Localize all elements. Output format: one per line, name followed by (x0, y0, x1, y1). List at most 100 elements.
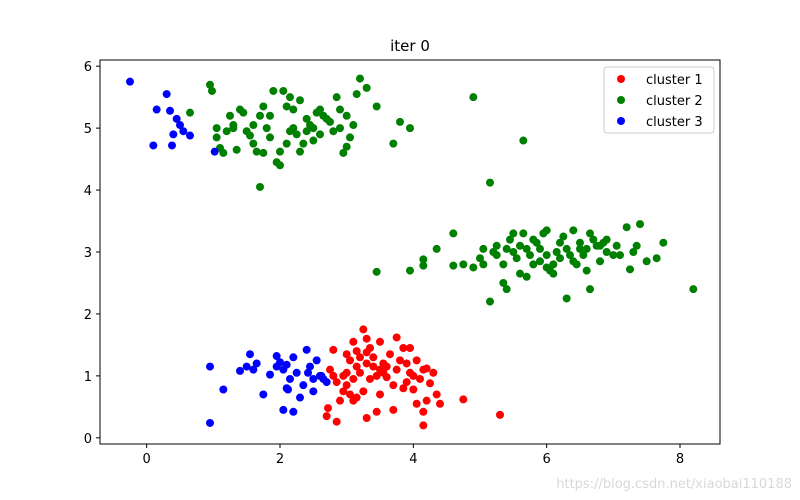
data-point-cluster-2 (222, 127, 231, 136)
data-point-cluster-3 (126, 77, 134, 86)
data-point-cluster-2 (346, 133, 354, 142)
data-point-cluster-2 (612, 241, 621, 250)
data-point-cluster-2 (389, 139, 398, 148)
data-point-cluster-3 (279, 405, 288, 414)
x-tick-label: 2 (276, 452, 284, 467)
x-tick-label: 4 (409, 452, 417, 467)
data-point-cluster-3 (206, 362, 214, 371)
data-point-cluster-1 (349, 337, 358, 346)
data-point-cluster-1 (342, 381, 351, 390)
data-point-cluster-2 (586, 229, 594, 238)
data-point-cluster-3 (309, 374, 318, 383)
data-point-cluster-2 (552, 248, 561, 256)
data-point-cluster-2 (282, 102, 291, 111)
data-point-cluster-2 (659, 238, 668, 247)
data-point-cluster-2 (349, 121, 358, 130)
y-tick-label: 2 (84, 308, 92, 323)
x-tick-label: 8 (676, 452, 684, 467)
data-point-cluster-1 (389, 405, 398, 414)
data-point-cluster-2 (282, 139, 291, 148)
data-point-cluster-3 (312, 356, 321, 365)
data-point-cluster-2 (479, 260, 488, 269)
y-tick-label: 1 (84, 370, 92, 385)
data-point-cluster-2 (296, 147, 304, 156)
data-point-cluster-2 (556, 254, 564, 263)
data-point-cluster-2 (476, 254, 484, 263)
data-point-cluster-1 (342, 350, 351, 359)
data-point-cluster-1 (356, 353, 364, 362)
y-tick-label: 3 (84, 246, 92, 261)
data-point-cluster-1 (362, 359, 371, 368)
data-point-cluster-1 (419, 421, 428, 430)
data-point-cluster-2 (582, 266, 591, 275)
data-point-cluster-1 (359, 387, 368, 396)
data-point-cluster-2 (316, 105, 324, 114)
data-point-cluster-3 (246, 350, 254, 359)
y-tick-label: 5 (84, 122, 92, 137)
data-point-cluster-2 (579, 251, 588, 260)
data-point-cluster-2 (219, 148, 228, 157)
data-point-cluster-3 (179, 127, 188, 136)
data-point-cluster-2 (262, 124, 271, 133)
data-point-cluster-2 (336, 105, 344, 114)
data-point-cluster-2 (206, 80, 214, 89)
data-point-cluster-2 (256, 182, 264, 191)
data-point-cluster-2 (589, 235, 598, 244)
data-point-cluster-2 (406, 124, 414, 133)
data-point-cluster-2 (512, 254, 521, 263)
data-points (126, 74, 698, 430)
data-point-cluster-3 (282, 360, 291, 369)
data-point-cluster-2 (302, 127, 311, 136)
data-point-cluster-2 (249, 139, 258, 148)
data-point-cluster-1 (459, 395, 468, 404)
legend-marker-cluster-3 (617, 117, 625, 125)
data-point-cluster-2 (309, 124, 318, 133)
data-point-cluster-2 (602, 248, 611, 256)
data-point-cluster-1 (399, 344, 408, 352)
data-point-cluster-2 (246, 131, 254, 140)
data-point-cluster-2 (249, 121, 258, 130)
data-point-cluster-2 (566, 251, 574, 260)
data-point-cluster-1 (406, 368, 414, 377)
data-point-cluster-2 (509, 229, 518, 238)
x-tick-label: 0 (143, 452, 151, 467)
data-point-cluster-2 (502, 244, 511, 253)
data-point-cluster-1 (329, 371, 338, 380)
y-tick-label: 4 (84, 184, 92, 199)
data-point-cluster-2 (469, 263, 478, 272)
data-point-cluster-2 (576, 238, 584, 247)
data-point-cluster-2 (516, 269, 524, 278)
data-point-cluster-1 (372, 371, 381, 380)
data-point-cluster-1 (496, 410, 504, 419)
data-point-cluster-1 (392, 365, 401, 374)
data-point-cluster-1 (436, 399, 444, 408)
data-point-cluster-1 (346, 390, 354, 399)
data-point-cluster-2 (256, 111, 264, 120)
data-point-cluster-2 (229, 124, 238, 133)
data-point-cluster-2 (326, 117, 334, 126)
data-point-cluster-2 (339, 148, 348, 157)
data-point-cluster-2 (212, 124, 221, 133)
data-point-cluster-2 (519, 136, 528, 145)
data-point-cluster-3 (236, 366, 244, 375)
data-point-cluster-3 (317, 371, 326, 380)
data-point-cluster-1 (332, 378, 341, 387)
data-point-cluster-2 (276, 147, 284, 156)
data-point-cluster-2 (536, 244, 544, 253)
data-point-cluster-2 (596, 257, 604, 266)
data-point-cluster-2 (352, 90, 361, 99)
data-point-cluster-2 (289, 105, 298, 114)
data-point-cluster-1 (419, 407, 428, 416)
data-point-cluster-1 (362, 334, 371, 343)
data-point-cluster-2 (499, 278, 508, 287)
data-point-cluster-3 (249, 365, 258, 374)
y-tick-label: 6 (84, 60, 92, 75)
data-point-cluster-3 (169, 130, 178, 139)
data-point-cluster-1 (382, 362, 391, 371)
data-point-cluster-2 (569, 257, 578, 266)
data-point-cluster-2 (642, 257, 651, 266)
data-point-cluster-2 (502, 285, 511, 294)
data-point-cluster-2 (516, 241, 524, 250)
data-point-cluster-2 (372, 102, 381, 111)
